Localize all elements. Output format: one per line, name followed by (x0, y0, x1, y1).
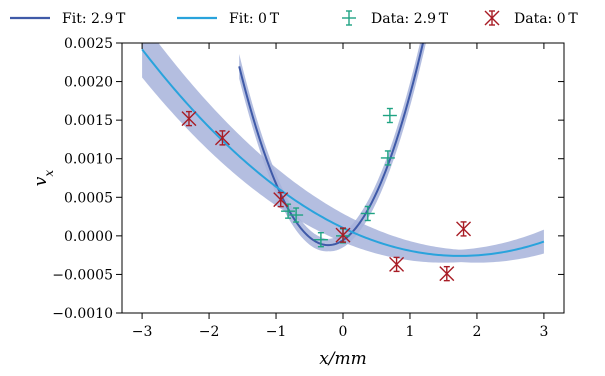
data-point (439, 265, 455, 282)
fit-band (142, 43, 544, 263)
y-tick-label: 0.0020 (64, 75, 113, 91)
y-axis-label-main: v (31, 176, 51, 186)
legend-item: Data: 0 T (484, 10, 578, 27)
x-tick-label: 3 (539, 324, 548, 340)
data-point (335, 227, 351, 243)
legend-item: Data: 2.9 T (342, 10, 449, 27)
data-point (273, 191, 289, 208)
y-tick-label: 0.0005 (64, 190, 113, 206)
data-point (360, 205, 375, 222)
legend-item: Fit: 2.9 T (10, 11, 126, 27)
legend-item: Fit: 0 T (177, 11, 280, 27)
legend-label: Data: 0 T (514, 11, 578, 27)
data-point (382, 107, 397, 124)
data-points (181, 107, 472, 282)
fit-line (238, 43, 425, 247)
legend-label: Fit: 0 T (229, 11, 280, 27)
legend-label: Fit: 2.9 T (62, 11, 126, 27)
x-axis-label: x/mm (319, 349, 367, 369)
data-point (214, 130, 230, 146)
legend: Fit: 2.9 T Fit: 0 T Data: 2.9 T Data: 0 T (10, 10, 578, 27)
x-tick-label: 2 (472, 324, 481, 340)
y-tick-label: 0.0000 (64, 229, 113, 245)
x-tick-label: 1 (406, 324, 415, 340)
y-tick-label: −0.0005 (52, 267, 113, 283)
y-tick-label: −0.0010 (52, 306, 113, 322)
x-tick-label: −3 (132, 324, 153, 340)
legend-marker (484, 10, 500, 26)
y-axis-label-subscript: x (42, 170, 56, 177)
data-point (289, 207, 304, 223)
data-point (181, 110, 197, 127)
data-point (313, 232, 328, 248)
data-point (389, 256, 405, 273)
x-tick-label: −2 (199, 324, 220, 340)
y-tick-label: 0.0015 (64, 113, 113, 129)
y-tick-label: 0.0025 (64, 36, 113, 52)
y-axis-label: vx (31, 170, 56, 187)
x-tick-label: 0 (339, 324, 348, 340)
data-point (380, 150, 395, 166)
legend-label: Data: 2.9 T (371, 11, 449, 27)
x-tick-label: −1 (266, 324, 287, 340)
data-point (456, 221, 472, 237)
confidence-bands (142, 43, 544, 263)
axis-ticks: −3 −2 −1 0 1 2 3 −0.0010 −0.0005 0.0000 0.0005 0.00… (52, 36, 564, 340)
legend-marker (342, 10, 356, 26)
y-tick-label: 0.0010 (64, 152, 113, 168)
